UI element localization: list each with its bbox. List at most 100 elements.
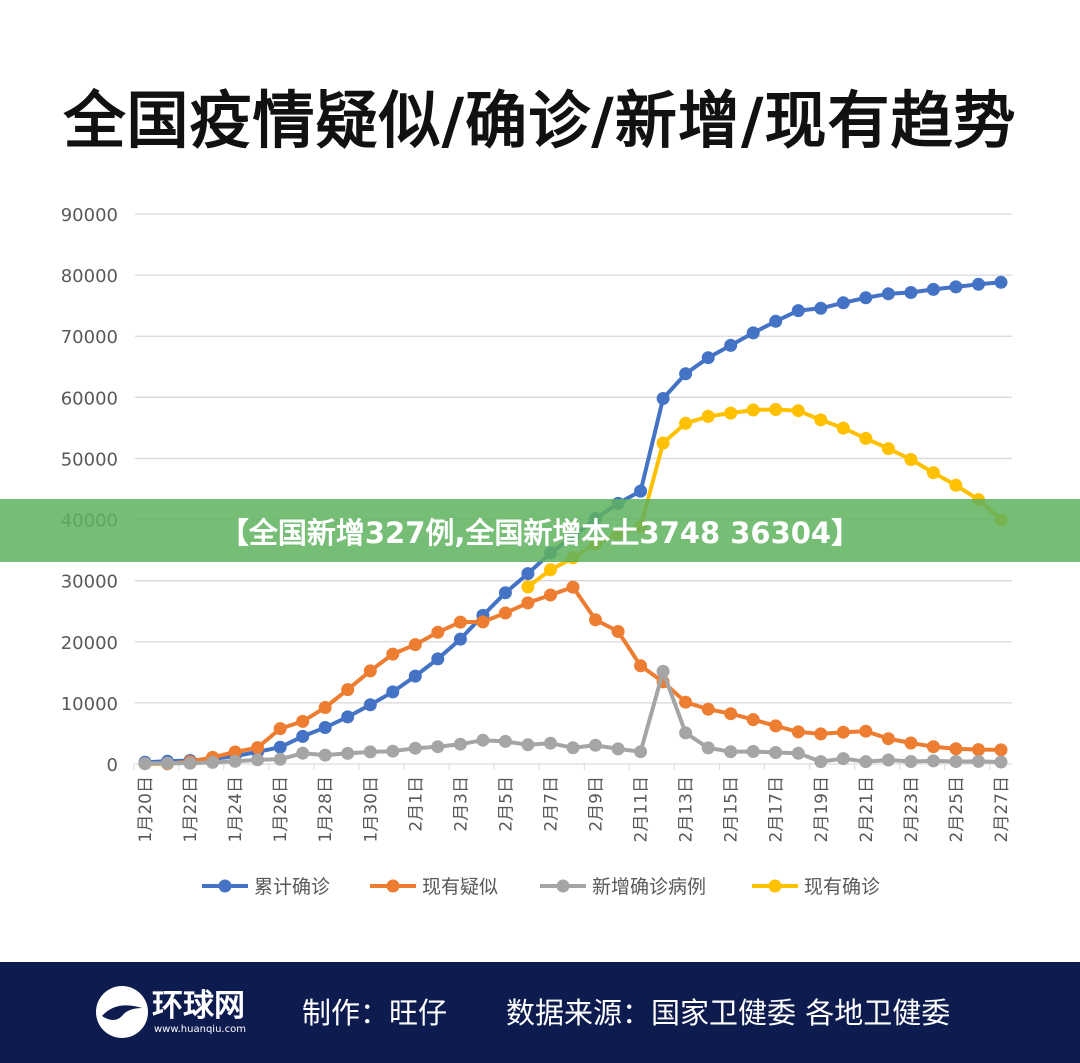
data-point [836, 296, 850, 310]
data-point [544, 736, 557, 750]
y-tick-label: 30000 [61, 572, 118, 593]
data-point [498, 606, 512, 620]
data-point [814, 727, 828, 741]
data-point [183, 756, 197, 770]
legend-label: 累计确诊 [254, 876, 330, 898]
data-point [431, 625, 445, 639]
x-axis-ticks: 1月20日 1月22日 1月24日 1月26日 1月28日 1月30日 2月1日 2月3日 2月… [133, 764, 1012, 842]
data-point [791, 304, 805, 318]
data-point [791, 404, 805, 418]
credit-source: 数据来源：国家卫健委 各地卫健委 [506, 996, 951, 1030]
data-point [273, 752, 287, 766]
data-point [386, 685, 400, 699]
data-point [904, 736, 918, 750]
data-point [476, 615, 490, 629]
data-point [926, 282, 940, 296]
credit-maker: 制作：旺仔 [302, 996, 448, 1030]
legend-marker [386, 879, 400, 893]
x-tick-label: 2月1日 [406, 776, 426, 832]
x-tick-label: 1月22日 [181, 776, 201, 842]
data-point [746, 326, 760, 340]
data-point [341, 710, 355, 724]
logo-url: www.huanqiu.com [154, 1024, 246, 1035]
data-point [814, 301, 828, 315]
data-point [701, 351, 715, 365]
site-logo[interactable]: 环球网 www.huanqiu.com [96, 986, 266, 1042]
y-tick-label: 70000 [61, 327, 118, 348]
data-point [318, 721, 332, 734]
data-point [701, 702, 715, 716]
data-point [994, 755, 1008, 769]
data-point [251, 741, 265, 755]
data-point [994, 275, 1008, 289]
x-tick-label: 1月30日 [361, 776, 381, 842]
data-point [791, 725, 805, 739]
y-axis-ticks: 0100002000030000400005000060000700008000… [61, 205, 118, 776]
data-point [769, 403, 783, 416]
data-point [611, 742, 625, 756]
data-point [769, 746, 783, 759]
data-point [296, 714, 310, 728]
x-tick-label: 2月27日 [992, 776, 1012, 842]
data-point [949, 755, 963, 768]
data-point [363, 664, 377, 678]
data-point [904, 755, 918, 768]
data-point [679, 367, 693, 381]
x-tick-label: 2月11日 [632, 776, 652, 842]
data-point [521, 596, 535, 610]
data-point [836, 725, 850, 739]
data-point [926, 466, 940, 480]
data-point [161, 756, 174, 770]
x-tick-label: 2月23日 [902, 776, 922, 842]
y-tick-label: 20000 [61, 633, 118, 654]
data-point [746, 745, 760, 758]
data-point [881, 442, 895, 456]
legend-marker [218, 879, 232, 893]
legend: 累计确诊 现有疑似 新增确诊病例 现有确诊 [202, 876, 880, 898]
data-point [251, 753, 265, 767]
logo-name: 环球网 [152, 988, 245, 1024]
data-point [926, 754, 940, 768]
data-point [408, 669, 422, 683]
data-point [656, 664, 670, 678]
data-point [408, 741, 422, 755]
data-point [228, 754, 242, 768]
data-point [408, 638, 422, 652]
headline-text: 【全国新增327例,全国新增本土3748 36304】 [219, 515, 861, 550]
x-tick-label: 1月26日 [271, 776, 291, 842]
data-point [679, 695, 693, 709]
data-point [701, 409, 715, 423]
data-point [814, 755, 828, 769]
data-point [318, 748, 332, 762]
legend-label: 现有确诊 [804, 876, 880, 898]
data-point [296, 729, 310, 743]
data-point [656, 392, 670, 405]
data-point [363, 745, 377, 759]
data-point [701, 741, 715, 755]
data-point [746, 713, 760, 727]
data-point [498, 734, 512, 748]
data-point [341, 746, 355, 760]
y-tick-label: 90000 [61, 205, 118, 226]
data-point [972, 277, 985, 291]
data-point [386, 744, 400, 758]
data-point [881, 753, 895, 767]
legend-marker [556, 879, 570, 893]
data-point [431, 652, 445, 666]
data-point [634, 659, 648, 673]
x-tick-label: 2月3日 [451, 776, 471, 832]
data-point [296, 746, 310, 760]
data-point [566, 741, 580, 755]
y-tick-label: 50000 [61, 449, 118, 470]
data-point [746, 403, 760, 417]
headline-banner[interactable]: 【全国新增327例,全国新增本土3748 36304】 [0, 499, 1080, 562]
chart-title: 全国疫情疑似/确诊/新增/现有趋势 [63, 84, 1017, 157]
x-tick-label: 2月21日 [857, 776, 877, 842]
x-tick-label: 2月13日 [677, 776, 697, 842]
y-tick-label: 10000 [61, 694, 118, 715]
data-point [228, 745, 242, 759]
data-point [521, 567, 535, 581]
x-tick-label: 2月17日 [767, 776, 787, 842]
series-line-2 [143, 585, 1003, 766]
footer-bar: 环球网 www.huanqiu.com 制作：旺仔 数据来源：国家卫健委 各地卫… [0, 962, 1080, 1063]
